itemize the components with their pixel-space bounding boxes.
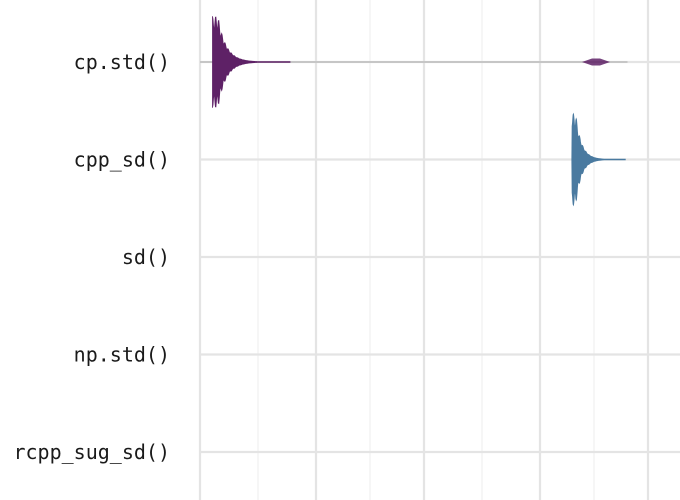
y-tick-label: cpp_sd() — [74, 148, 170, 172]
violin-outlier-cluster — [582, 58, 610, 66]
violin-body — [571, 112, 626, 207]
y-tick-label: cp.std() — [74, 50, 170, 74]
violin-cp-std — [200, 16, 628, 108]
violins — [200, 16, 628, 207]
y-tick-label: np.std() — [74, 343, 170, 367]
y-tick-label: sd() — [122, 245, 170, 269]
y-axis-labels: cp.std() cpp_sd() sd() np.std() rcpp_sug_sd(… — [13, 50, 170, 464]
grid — [198, 0, 680, 500]
y-tick-label: rcpp_sug_sd() — [13, 440, 170, 464]
violin-body — [212, 16, 291, 108]
violin-cpp-sd — [571, 112, 626, 207]
